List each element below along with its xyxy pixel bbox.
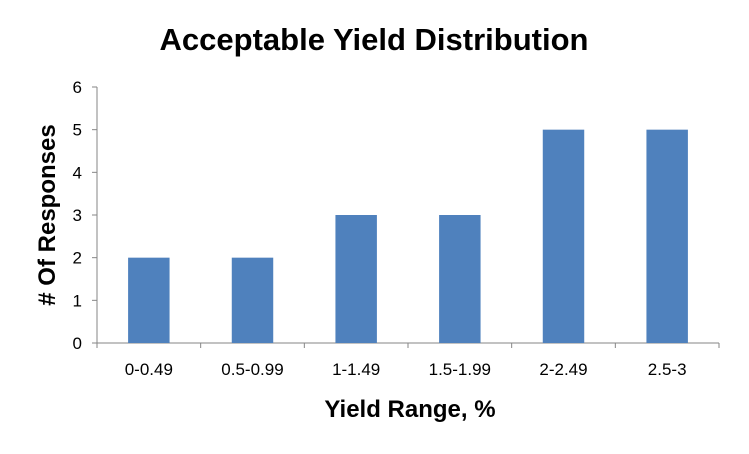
x-tick-label: 0-0.49 xyxy=(125,360,173,379)
y-tick-label: 6 xyxy=(73,78,82,97)
bar-2-2.49 xyxy=(542,129,585,343)
y-tick-label: 2 xyxy=(73,249,82,268)
x-tick-label: 0.5-0.99 xyxy=(221,360,283,379)
y-tick-label: 1 xyxy=(73,291,82,310)
bar-series xyxy=(128,129,688,343)
x-tick-label: 2-2.49 xyxy=(539,360,587,379)
y-tick-label: 4 xyxy=(73,163,82,182)
x-tick-label: 1.5-1.99 xyxy=(429,360,491,379)
y-axis-ticks: 0 1 2 3 4 5 6 xyxy=(73,78,97,353)
bar-2.5-3 xyxy=(646,129,688,343)
x-tick-label: 1-1.49 xyxy=(332,360,380,379)
bar-0-0.49 xyxy=(128,257,170,343)
bar-1-1.49 xyxy=(335,215,377,343)
y-axis-title: # Of Responses xyxy=(34,124,61,305)
x-tick-label: 2.5-3 xyxy=(648,360,687,379)
x-axis-title: Yield Range, % xyxy=(324,396,495,423)
plot-area: 0 1 2 3 4 5 6 0-0.49 0.5-0.99 1-1.49 1.5-1.99 2-2.… xyxy=(73,78,720,379)
chart-title: Acceptable Yield Distribution xyxy=(160,22,589,57)
y-tick-label: 3 xyxy=(73,206,82,225)
x-axis-ticks: 0-0.49 0.5-0.99 1-1.49 1.5-1.99 2-2.49 2.5-3 xyxy=(96,343,720,379)
y-tick-label: 0 xyxy=(73,334,82,353)
y-tick-label: 5 xyxy=(73,121,82,140)
bar-1.5-1.99 xyxy=(439,215,481,343)
bar-0.5-0.99 xyxy=(231,257,274,343)
